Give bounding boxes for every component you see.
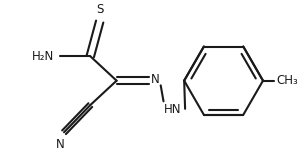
Text: CH₃: CH₃ bbox=[276, 74, 298, 87]
Text: S: S bbox=[96, 3, 103, 16]
Text: N: N bbox=[56, 138, 65, 151]
Text: N: N bbox=[151, 73, 160, 86]
Text: H₂N: H₂N bbox=[32, 50, 54, 63]
Text: HN: HN bbox=[163, 103, 181, 116]
